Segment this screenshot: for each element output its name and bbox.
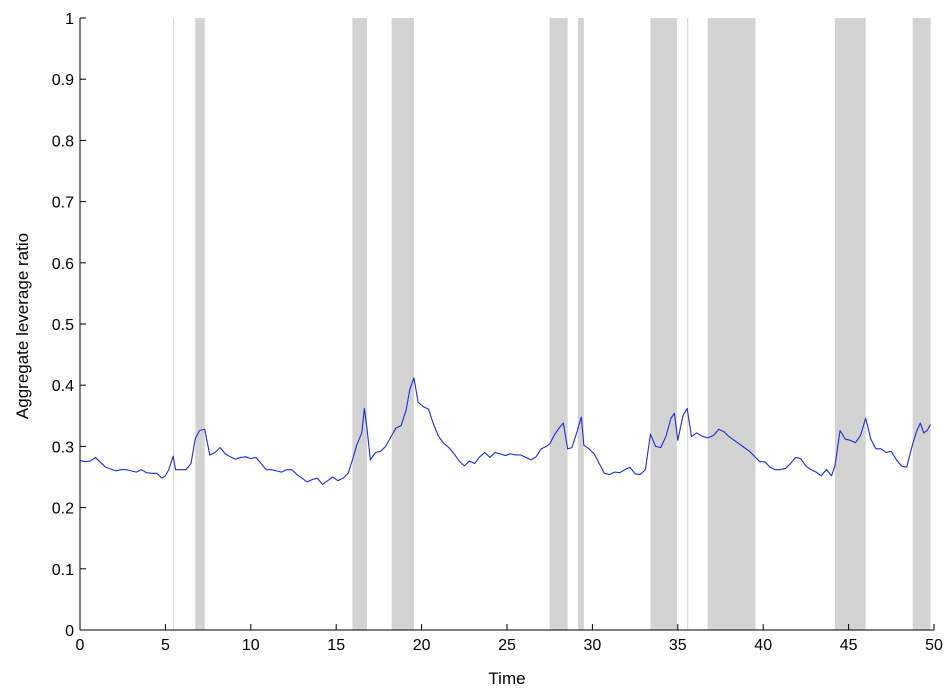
x-axis-title: Time <box>488 669 525 688</box>
x-tick-label-4: 20 <box>413 637 431 654</box>
shaded-interval-5 <box>577 18 584 630</box>
y-tick-label-0: 0 <box>65 623 74 640</box>
x-tick-label-8: 40 <box>754 637 772 654</box>
x-tick-label-0: 0 <box>76 637 85 654</box>
series-line-0 <box>79 377 932 485</box>
x-tick-label-9: 45 <box>840 637 858 654</box>
shaded-interval-9 <box>834 18 866 630</box>
data-series <box>79 377 932 485</box>
y-tick-label-3: 0.3 <box>52 439 74 456</box>
x-tick-label-10: 50 <box>925 637 943 654</box>
shaded-interval-6 <box>650 18 677 630</box>
x-tick-label-5: 25 <box>498 637 516 654</box>
y-tick-label-10: 1 <box>65 11 74 28</box>
y-tick-label-8: 0.8 <box>52 133 74 150</box>
ticks: 0 5 10 15 20 25 30 35 40 45 50 0 0.1 0.2 0.3 0.4 0.5 0.6 0… <box>52 11 943 654</box>
shaded-interval-4 <box>549 18 568 630</box>
shaded-interval-10 <box>912 18 931 630</box>
shaded-interval-7 <box>687 18 689 630</box>
y-tick-label-5: 0.5 <box>52 317 74 334</box>
shaded-interval-8 <box>707 18 756 630</box>
y-tick-label-6: 0.6 <box>52 256 74 273</box>
shaded-interval-1 <box>195 18 205 630</box>
x-tick-label-3: 15 <box>327 637 345 654</box>
shaded-interval-3 <box>391 18 414 630</box>
x-tick-label-7: 35 <box>669 637 687 654</box>
y-tick-label-7: 0.7 <box>52 195 74 212</box>
y-tick-label-2: 0.2 <box>52 501 74 518</box>
y-tick-label-1: 0.1 <box>52 562 74 579</box>
shaded-interval-0 <box>173 18 175 630</box>
y-tick-label-4: 0.4 <box>52 378 74 395</box>
y-axis-title: Aggregate leverage ratio <box>13 233 32 419</box>
x-tick-label-2: 10 <box>242 637 260 654</box>
x-tick-label-6: 30 <box>584 637 602 654</box>
shaded-intervals <box>173 18 931 630</box>
y-tick-label-9: 0.9 <box>52 72 74 89</box>
x-tick-label-1: 5 <box>161 637 170 654</box>
shaded-interval-2 <box>352 18 367 630</box>
